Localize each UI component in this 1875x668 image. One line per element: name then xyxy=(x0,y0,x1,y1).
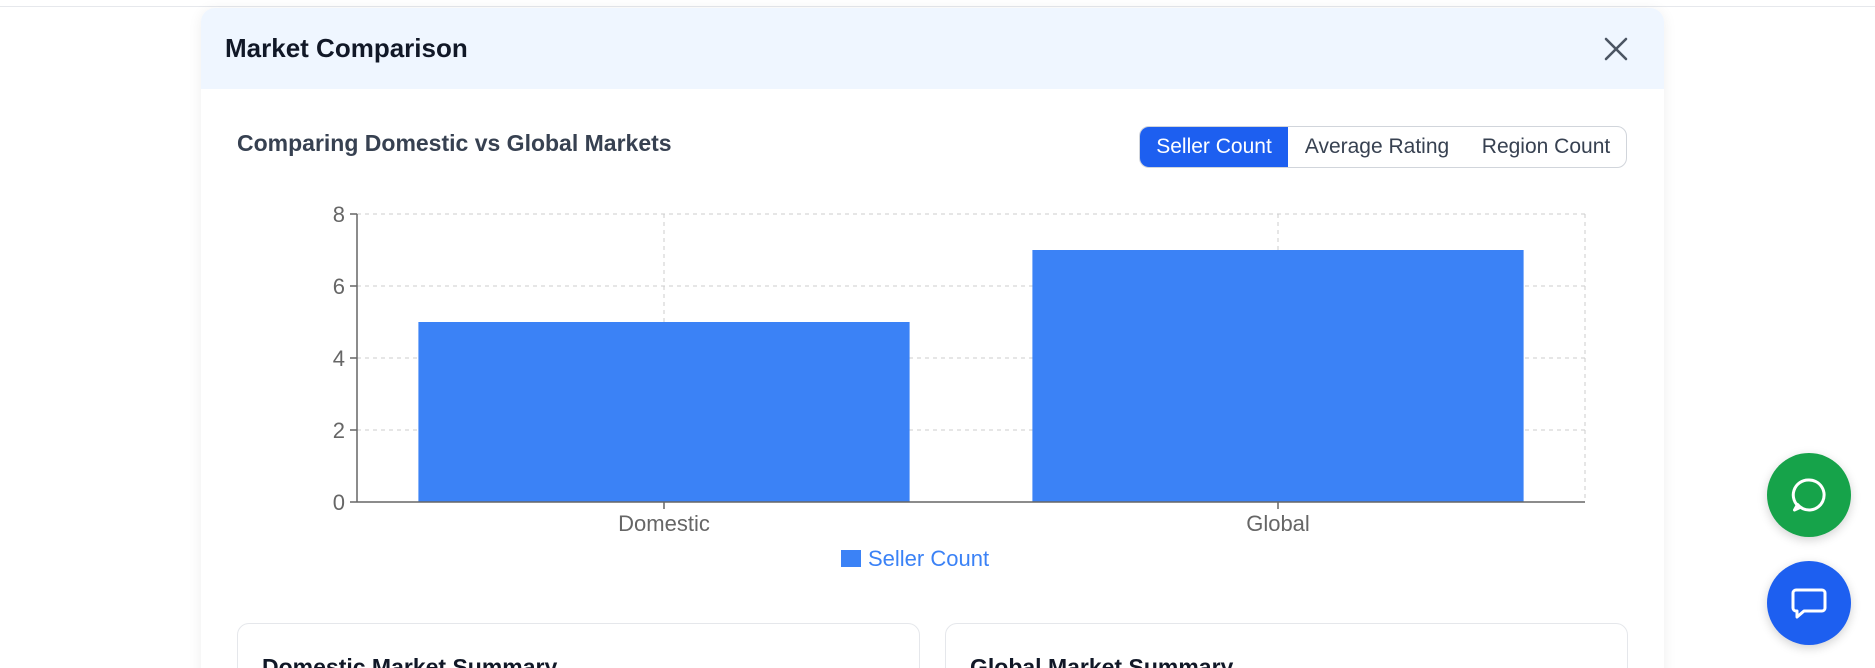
bar-global xyxy=(1032,250,1524,502)
close-button[interactable] xyxy=(1599,32,1633,66)
global-summary-title: Global Market Summary xyxy=(970,654,1234,668)
global-summary-card: Global Market Summary xyxy=(945,623,1628,668)
metric-tabs: Seller Count Average Rating Region Count xyxy=(1139,126,1627,168)
modal-header: Market Comparison xyxy=(201,8,1664,89)
whatsapp-icon xyxy=(1791,478,1826,512)
domestic-summary-card: Domestic Market Summary xyxy=(237,623,920,668)
bar-domestic xyxy=(418,322,910,502)
y-tick-label: 8 xyxy=(333,202,345,227)
whatsapp-button[interactable] xyxy=(1767,453,1851,537)
top-divider xyxy=(0,6,1875,7)
chat-button[interactable] xyxy=(1767,561,1851,645)
tab-seller-count[interactable]: Seller Count xyxy=(1140,127,1288,167)
close-icon xyxy=(1604,37,1628,61)
x-tick-label: Global xyxy=(1246,511,1310,536)
y-tick-label: 2 xyxy=(333,418,345,443)
chart-legend: Seller Count xyxy=(841,546,989,571)
domestic-summary-title: Domestic Market Summary xyxy=(262,654,558,668)
seller-count-bar-chart: 0 2 4 6 8 Domestic Global Seller Count xyxy=(333,202,1586,571)
y-tick-label: 0 xyxy=(333,490,345,515)
chat-icon xyxy=(1791,588,1827,619)
tab-average-rating[interactable]: Average Rating xyxy=(1304,135,1450,158)
y-tick-label: 4 xyxy=(333,346,345,371)
chart-axes: 0 2 4 6 8 Domestic Global xyxy=(333,202,1585,536)
x-tick-label: Domestic xyxy=(618,511,710,536)
legend-swatch xyxy=(841,550,861,567)
legend-label: Seller Count xyxy=(868,546,989,571)
chart-bars xyxy=(418,250,1524,502)
chart-heading: Comparing Domestic vs Global Markets xyxy=(237,130,672,156)
y-tick-label: 6 xyxy=(333,274,345,299)
modal-title: Market Comparison xyxy=(225,33,468,63)
tab-region-count[interactable]: Region Count xyxy=(1481,135,1611,158)
